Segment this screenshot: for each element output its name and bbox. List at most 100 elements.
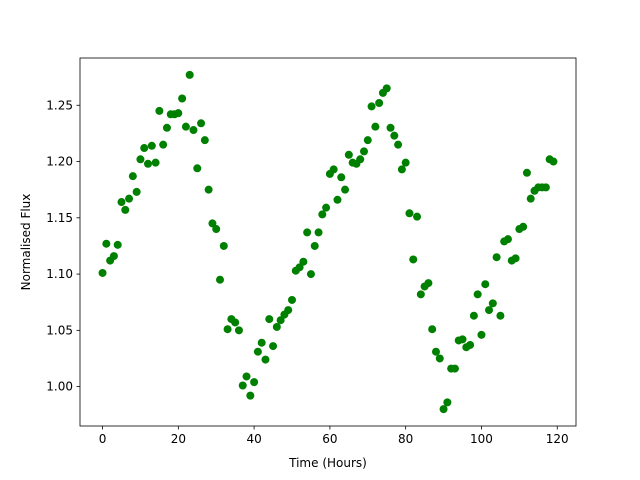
data-point <box>231 318 240 327</box>
data-point <box>204 185 213 194</box>
data-point <box>322 203 331 212</box>
y-tick-label: 1.15 <box>46 211 73 225</box>
data-point <box>238 381 247 390</box>
data-point <box>382 84 391 93</box>
x-tick-label: 120 <box>546 432 569 446</box>
data-point <box>439 405 448 414</box>
data-point <box>390 131 399 140</box>
data-point <box>117 198 126 207</box>
y-tick-label: 1.20 <box>46 155 73 169</box>
data-point <box>295 263 304 272</box>
data-point <box>288 295 297 304</box>
data-point <box>98 268 107 277</box>
data-point <box>496 311 505 320</box>
data-point <box>450 364 459 373</box>
data-point <box>212 225 221 234</box>
data-point <box>413 212 422 221</box>
data-point <box>333 195 342 204</box>
data-point <box>344 150 353 159</box>
data-point <box>363 136 372 145</box>
data-point <box>488 299 497 308</box>
y-tick-label: 1.05 <box>46 323 73 337</box>
data-point <box>466 340 475 349</box>
data-point <box>246 391 255 400</box>
data-point <box>174 109 183 118</box>
data-point <box>178 94 187 103</box>
data-point <box>526 194 535 203</box>
data-point <box>397 165 406 174</box>
data-point <box>144 159 153 168</box>
y-tick-label: 1.25 <box>46 98 73 112</box>
data-point <box>511 254 520 263</box>
data-point <box>303 228 312 237</box>
data-point <box>394 140 403 149</box>
data-point <box>386 123 395 132</box>
data-point <box>216 275 225 284</box>
data-point <box>284 306 293 315</box>
data-point <box>416 290 425 299</box>
data-point <box>162 123 171 132</box>
data-point <box>242 372 251 381</box>
data-point <box>185 70 194 79</box>
data-point <box>109 252 118 261</box>
x-tick-label: 80 <box>398 432 413 446</box>
data-point <box>503 235 512 244</box>
data-point <box>329 165 338 174</box>
data-point <box>276 316 285 325</box>
data-point <box>125 194 134 203</box>
data-point <box>405 209 414 218</box>
data-point <box>253 347 262 356</box>
data-point <box>318 210 327 219</box>
data-point <box>269 342 278 351</box>
data-point <box>193 164 202 173</box>
data-point <box>272 322 281 331</box>
x-tick-label: 20 <box>171 432 186 446</box>
data-point <box>310 241 319 250</box>
data-point <box>181 122 190 131</box>
y-tick-label: 1.00 <box>46 380 73 394</box>
data-point <box>367 102 376 111</box>
data-point <box>356 155 365 164</box>
y-axis-label: Normalised Flux <box>19 194 33 291</box>
data-point <box>223 325 232 334</box>
data-point <box>257 338 266 347</box>
data-point <box>261 355 270 364</box>
x-tick-label: 60 <box>322 432 337 446</box>
data-point <box>435 354 444 363</box>
data-point <box>375 99 384 108</box>
data-point <box>136 155 145 164</box>
data-point <box>121 205 130 214</box>
data-point <box>140 144 149 153</box>
data-point <box>234 326 243 335</box>
data-point <box>147 141 156 150</box>
data-point <box>485 306 494 315</box>
data-point <box>371 122 380 131</box>
x-tick-label: 0 <box>99 432 107 446</box>
data-point <box>306 270 315 279</box>
data-point <box>519 222 528 231</box>
data-point <box>359 147 368 156</box>
data-point <box>299 257 308 266</box>
data-point <box>481 280 490 289</box>
data-point <box>424 279 433 288</box>
data-point <box>431 347 440 356</box>
data-point <box>314 228 323 237</box>
data-point <box>477 330 486 339</box>
data-point <box>155 106 164 115</box>
data-point <box>492 253 501 262</box>
data-point <box>128 172 137 181</box>
data-point <box>265 315 274 324</box>
data-point <box>541 183 550 192</box>
data-point <box>443 398 452 407</box>
data-point <box>522 168 531 177</box>
data-point <box>469 311 478 320</box>
data-point <box>189 126 198 135</box>
data-point <box>208 219 217 228</box>
data-point <box>102 239 111 248</box>
plot-frame <box>79 57 577 427</box>
data-point <box>409 255 418 264</box>
x-axis-label: Time (Hours) <box>288 456 367 470</box>
data-point <box>341 185 350 194</box>
